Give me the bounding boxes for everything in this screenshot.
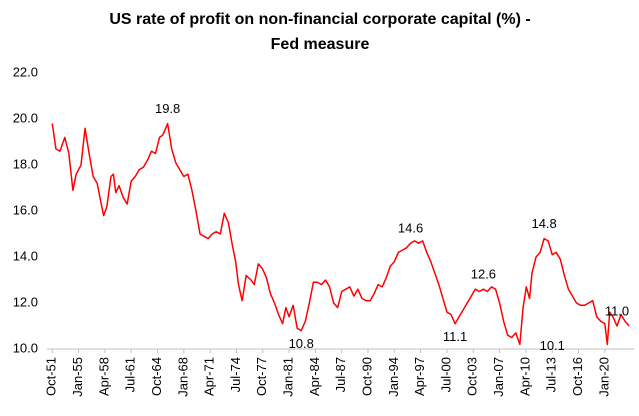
x-tick-label: Jan-94 (386, 357, 401, 397)
x-tick-label: Apr-97 (412, 357, 427, 396)
y-tick-label: 10.0 (13, 340, 38, 355)
chart-title: US rate of profit on non-financial corpo… (109, 11, 530, 28)
y-tick-label: 22.0 (13, 64, 38, 79)
annotation: 10.8 (289, 336, 314, 351)
annotation: 14.8 (531, 216, 556, 231)
x-tick-label: Apr-84 (307, 357, 322, 396)
annotation: 11.0 (605, 303, 629, 318)
x-tick-label: Oct-03 (465, 357, 480, 396)
annotation: 11.1 (443, 329, 467, 344)
annotation: 12.6 (471, 267, 496, 282)
x-tick-label: Apr-10 (517, 357, 532, 396)
x-tick-label: Jan-81 (281, 357, 296, 397)
x-tick-label: Apr-58 (96, 357, 111, 396)
annotation: 14.6 (398, 221, 423, 236)
x-tick-label: Jan-55 (70, 357, 85, 397)
annotation: 10.1 (540, 338, 565, 353)
x-tick-label: Jul-87 (333, 357, 348, 392)
x-tick-label: Apr-71 (202, 357, 217, 396)
y-tick-label: 12.0 (13, 294, 38, 309)
annotation: 19.8 (155, 101, 180, 116)
x-tick-label: Jul-61 (123, 357, 138, 392)
data-line (51, 122, 630, 346)
y-tick-label: 20.0 (13, 110, 38, 125)
x-tick-label: Oct-77 (254, 357, 269, 396)
y-tick-label: 14.0 (13, 248, 38, 263)
x-tick-label: Jul-00 (438, 357, 453, 392)
x-tick-label: Jan-20 (596, 357, 611, 397)
x-tick-label: Oct-64 (149, 357, 164, 396)
x-tick-label: Jul-13 (544, 357, 559, 392)
x-tick-label: Jan-07 (491, 357, 506, 397)
x-tick-label: Jul-74 (228, 357, 243, 392)
y-tick-label: 18.0 (13, 156, 38, 171)
x-tick-label: Oct-51 (44, 357, 59, 396)
x-tick-label: Oct-16 (570, 357, 585, 396)
x-tick-label: Oct-90 (359, 357, 374, 396)
y-tick-label: 16.0 (13, 202, 38, 217)
chart-title: Fed measure (271, 36, 370, 53)
x-tick-label: Jan-68 (175, 357, 190, 397)
